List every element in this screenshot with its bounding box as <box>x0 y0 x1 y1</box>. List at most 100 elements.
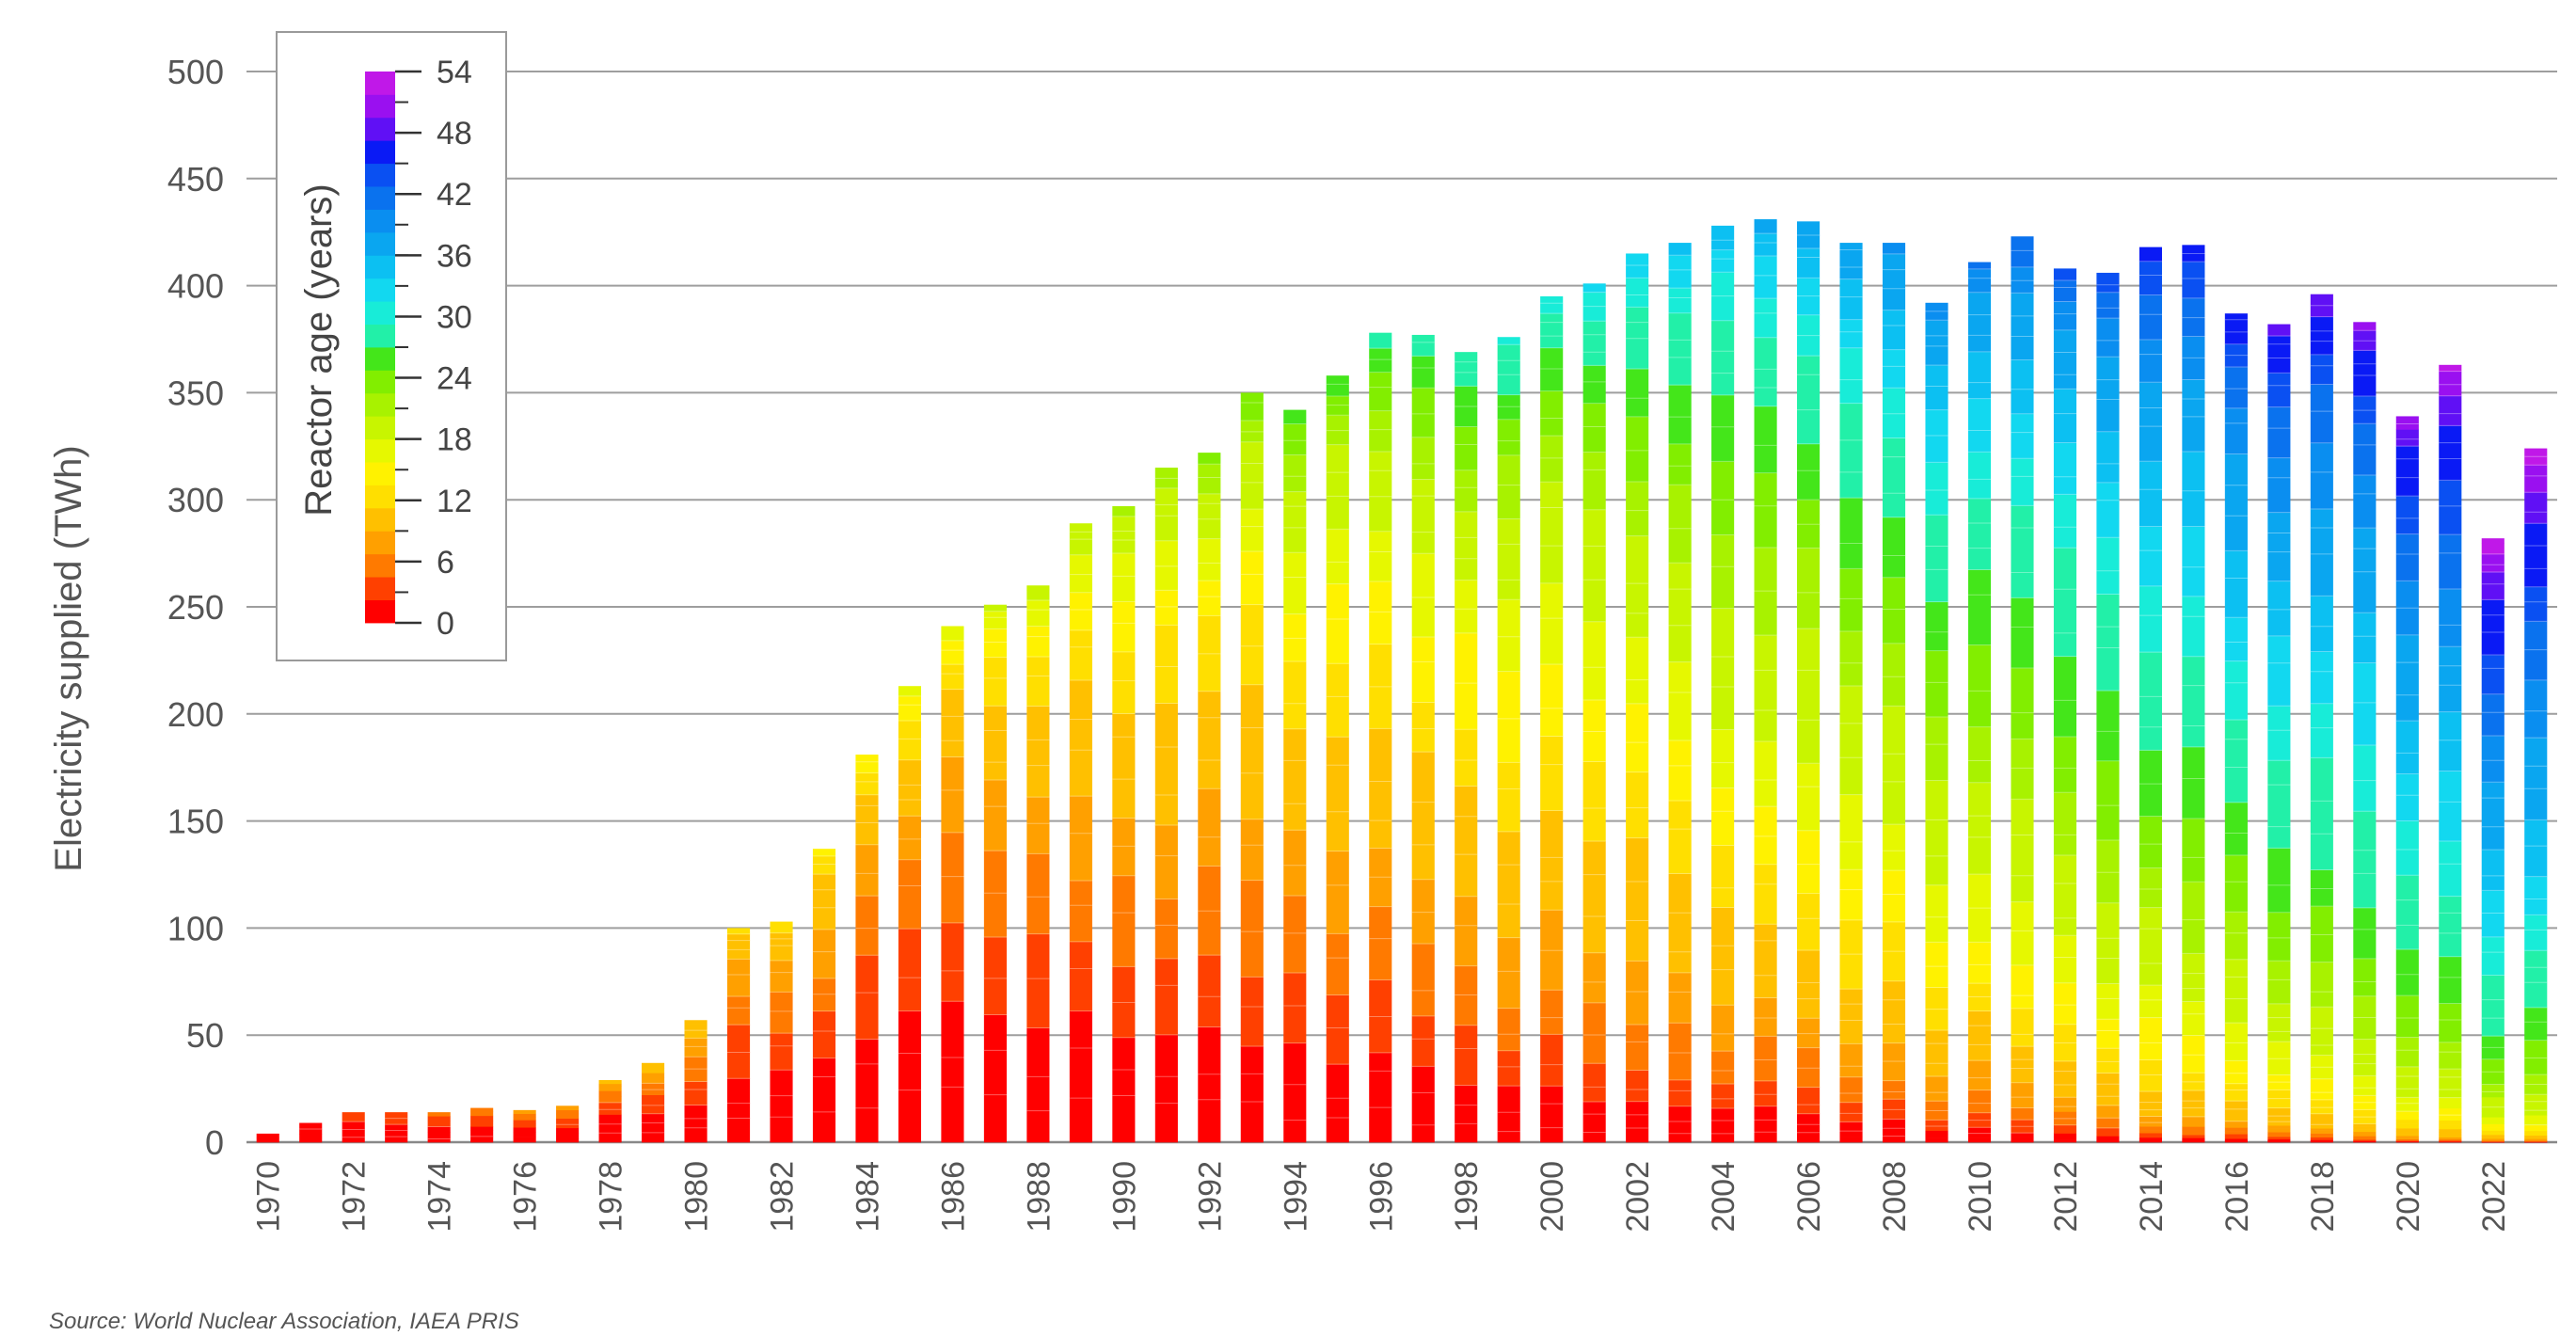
bar-2018 <box>2310 294 2333 1143</box>
bar-segment <box>1711 1033 1735 1052</box>
bar-segment <box>855 844 879 874</box>
bar-segment <box>2224 1060 2248 1074</box>
bar-segment <box>1626 481 1649 511</box>
bar-segment <box>1882 980 1906 1001</box>
colorbar-cell <box>365 186 395 210</box>
bar-segment <box>1540 1064 1564 1087</box>
bar-segment <box>2139 489 2162 527</box>
bar-segment <box>812 994 836 1011</box>
bar-segment <box>1711 1107 1735 1121</box>
bar-segment <box>2524 766 2548 789</box>
bar-segment <box>2353 1123 2377 1127</box>
bar-segment <box>2310 1007 2333 1029</box>
bar-segment <box>1925 1030 1948 1044</box>
bar-segment <box>1497 1086 1520 1113</box>
bar-segment <box>1369 906 1392 939</box>
bar-segment <box>898 695 922 706</box>
bar-segment <box>2224 617 2248 643</box>
bar-segment <box>1839 1043 1863 1067</box>
bar-segment <box>1540 950 1564 991</box>
bar-segment <box>1540 436 1564 459</box>
bar-segment <box>1839 1093 1863 1104</box>
bar-segment <box>598 1114 622 1125</box>
bar-segment <box>2267 1098 2291 1108</box>
bar-segment <box>1582 321 1606 336</box>
bar-segment <box>1839 331 1863 349</box>
bar-segment <box>2096 902 2120 939</box>
bar-segment <box>1754 670 1777 711</box>
bar-segment <box>684 1127 708 1143</box>
bar-segment <box>2395 1017 2419 1038</box>
bar-segment <box>770 1070 793 1096</box>
bar-segment <box>1925 819 1948 857</box>
bar-segment <box>2481 614 2504 633</box>
colorbar-cell <box>365 255 395 279</box>
bar-segment <box>1240 551 1264 575</box>
bar-segment <box>1797 1105 1821 1115</box>
bar-segment <box>2481 1097 2504 1108</box>
bar-segment <box>983 936 1007 979</box>
bar-segment <box>2182 245 2205 254</box>
bar-segment <box>1711 1070 1735 1085</box>
bar-segment <box>1882 288 1906 310</box>
bar-segment <box>1112 713 1136 738</box>
bar-segment <box>2353 1139 2377 1141</box>
bar-segment <box>1925 302 1948 312</box>
bar-2008 <box>1882 243 1906 1143</box>
bar-segment <box>1455 816 1478 855</box>
bar-segment <box>1754 1059 1777 1082</box>
bar-segment <box>1839 278 1863 297</box>
bar-segment <box>941 756 964 791</box>
bar-segment <box>2353 1102 2377 1110</box>
bar-segment <box>2053 389 2077 414</box>
bar-segment <box>898 739 922 761</box>
x-tick-label: 1994 <box>1278 1161 1313 1233</box>
bar-segment <box>1711 729 1735 763</box>
bar-segment <box>1369 877 1392 907</box>
bar-segment <box>2096 805 2120 841</box>
bar-segment <box>2395 496 2419 519</box>
bar-segment <box>1283 830 1307 867</box>
bar-segment <box>1668 528 1692 564</box>
bar-segment <box>941 1087 964 1143</box>
bar-segment <box>770 1117 793 1143</box>
bar-segment <box>1411 844 1435 881</box>
bar-segment <box>1925 1120 1948 1127</box>
bar-2006 <box>1797 221 1821 1143</box>
bar-segment <box>1540 482 1564 508</box>
bar-segment <box>1326 415 1349 431</box>
bar-segment <box>1882 1042 1906 1062</box>
bar-segment <box>1839 243 1863 250</box>
bar-segment <box>1668 269 1692 289</box>
bar-segment <box>2182 1121 2205 1127</box>
bar-segment <box>1797 918 1821 951</box>
bar-segment <box>1882 456 1906 494</box>
bar-segment <box>2524 1101 2548 1111</box>
bar-segment <box>1198 453 1221 465</box>
bar-segment <box>1668 992 1692 1024</box>
bar-segment <box>1540 1017 1564 1035</box>
bar-segment <box>1626 742 1649 772</box>
bar-segment <box>1882 388 1906 415</box>
bar-segment <box>2267 1017 2291 1032</box>
bar-segment <box>1283 1005 1307 1043</box>
bar-segment <box>2224 1083 2248 1090</box>
bar-segment <box>1411 636 1435 662</box>
bar-segment <box>1369 359 1392 373</box>
bar-segment <box>2395 1111 2419 1117</box>
bar-2004 <box>1711 225 1735 1143</box>
bar-segment <box>1582 621 1606 668</box>
bar-segment <box>684 1081 708 1090</box>
bar-segment <box>1668 873 1692 914</box>
bar-segment <box>1839 889 1863 921</box>
bar-segment <box>1582 1132 1606 1143</box>
bar-segment <box>1582 469 1606 511</box>
bar-1988 <box>1026 585 1050 1143</box>
bar-segment <box>2011 1126 2034 1134</box>
bar-segment <box>2395 477 2419 497</box>
bar-segment <box>1626 510 1649 536</box>
bar-segment <box>1497 718 1520 763</box>
bar-2011 <box>2011 236 2034 1143</box>
bar-segment <box>983 1094 1007 1143</box>
bar-segment <box>2267 635 2291 663</box>
